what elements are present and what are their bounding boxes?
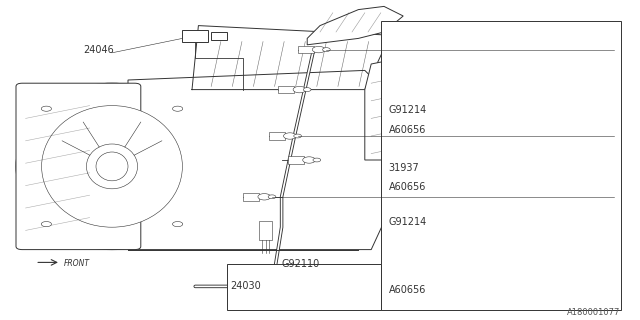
Circle shape	[294, 272, 301, 276]
Ellipse shape	[96, 152, 128, 181]
Text: 31937: 31937	[388, 163, 419, 173]
Text: G91214: G91214	[388, 217, 427, 228]
Polygon shape	[128, 70, 390, 250]
Text: G91214: G91214	[388, 105, 427, 116]
Bar	[269, 132, 285, 140]
Ellipse shape	[86, 144, 138, 189]
Bar	[381, 21, 621, 310]
Circle shape	[293, 86, 306, 93]
Circle shape	[268, 195, 276, 199]
Text: A180001077: A180001077	[568, 308, 621, 317]
Bar	[243, 193, 259, 201]
Circle shape	[303, 88, 311, 92]
Text: A60656: A60656	[388, 284, 426, 295]
Bar	[288, 156, 304, 164]
FancyBboxPatch shape	[16, 83, 141, 250]
Text: 24046: 24046	[83, 44, 114, 55]
Bar	[269, 270, 285, 277]
Polygon shape	[307, 6, 403, 45]
Bar	[227, 264, 381, 310]
Circle shape	[41, 106, 51, 111]
Ellipse shape	[42, 106, 182, 227]
Bar	[298, 46, 314, 53]
Text: FRONT: FRONT	[64, 260, 90, 268]
Circle shape	[312, 46, 325, 53]
Bar	[278, 86, 294, 93]
Circle shape	[173, 106, 183, 111]
Polygon shape	[365, 58, 422, 160]
Ellipse shape	[16, 83, 208, 250]
Text: A60656: A60656	[388, 124, 426, 135]
Circle shape	[303, 157, 316, 163]
Text: 24030: 24030	[230, 281, 261, 292]
Circle shape	[294, 134, 301, 138]
Circle shape	[313, 158, 321, 162]
FancyBboxPatch shape	[182, 30, 208, 42]
Text: G92110: G92110	[282, 259, 320, 269]
Circle shape	[173, 221, 183, 227]
Bar	[259, 221, 272, 240]
Circle shape	[258, 194, 271, 200]
Circle shape	[41, 221, 51, 227]
Circle shape	[284, 270, 296, 277]
Circle shape	[284, 133, 296, 139]
FancyBboxPatch shape	[211, 32, 227, 40]
Circle shape	[323, 48, 330, 52]
Text: A60656: A60656	[388, 182, 426, 192]
